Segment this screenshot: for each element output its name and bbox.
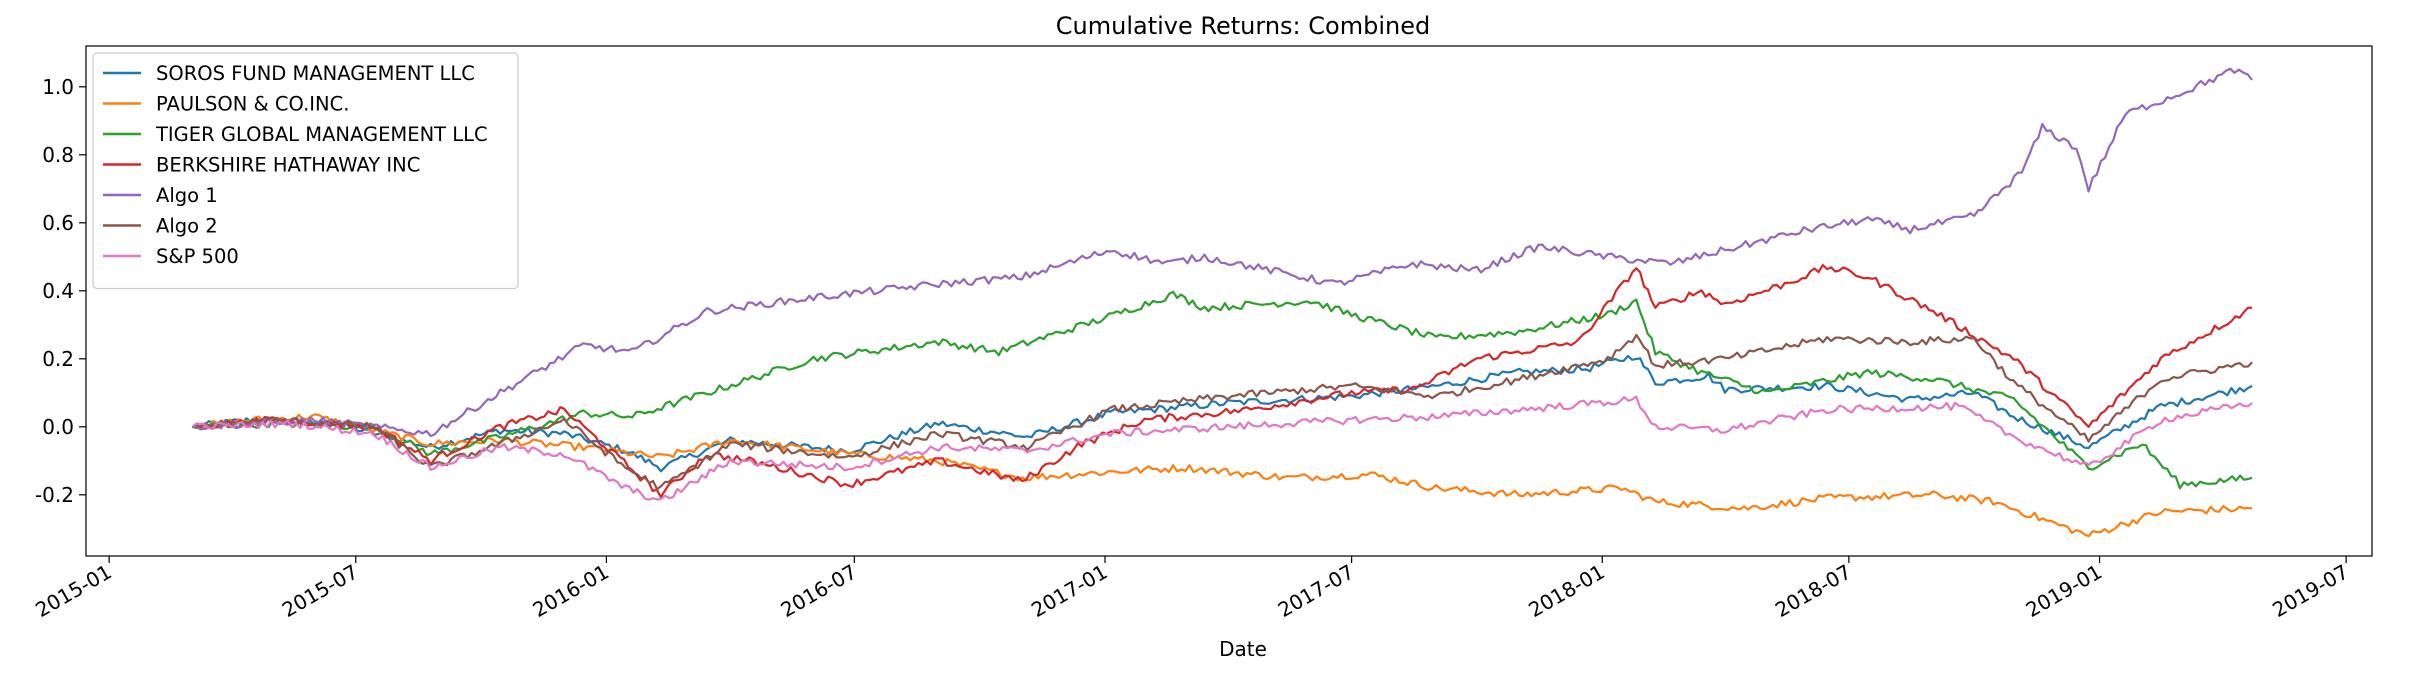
y-tick-label: -0.2	[35, 483, 74, 507]
plot-frame	[85, 45, 2373, 557]
series-line-7	[191, 395, 2253, 501]
series-line-2	[192, 413, 2253, 538]
x-tick-label: 2015-07	[278, 560, 362, 623]
legend-entry: BERKSHIRE HATHAWAY INC	[156, 154, 420, 177]
x-tick-label: 2018-07	[1771, 560, 1855, 623]
legend-entry: Algo 2	[156, 215, 218, 238]
y-tick-label: 1.0	[42, 75, 74, 99]
series-line-1	[191, 354, 2253, 473]
series-line-6	[191, 333, 2253, 491]
x-axis-title: Date	[1219, 637, 1267, 661]
y-tick-label: 0.6	[42, 211, 74, 235]
y-tick-label: 0.4	[42, 279, 74, 303]
legend-entry: S&P 500	[156, 245, 239, 268]
x-tick-label: 2016-07	[776, 560, 860, 623]
y-tick-label: 0.8	[42, 143, 74, 167]
x-axis: 2015-01 2015-07 2016-01 2016-07 2017-01 2017-…	[31, 556, 2353, 623]
x-tick-label: 2017-01	[1027, 560, 1111, 623]
legend-entry: SOROS FUND MANAGEMENT LLC	[156, 62, 475, 85]
legend: SOROS FUND MANAGEMENT LLC PAULSON & CO.IN…	[92, 52, 519, 290]
legend-entry: PAULSON & CO.INC.	[156, 93, 349, 116]
x-tick-label: 2018-01	[1524, 560, 1608, 623]
x-tick-label: 2019-01	[2022, 560, 2106, 623]
y-tick-label: 0.0	[42, 415, 74, 439]
x-tick-label: 2017-07	[1274, 560, 1358, 623]
x-tick-label: 2016-01	[529, 560, 613, 623]
series-line-3	[192, 290, 2253, 490]
legend-entry: TIGER GLOBAL MANAGEMENT LLC	[155, 123, 488, 146]
series-layer	[191, 67, 2253, 538]
chart-title: Cumulative Returns: Combined	[1056, 12, 1430, 40]
series-line-4	[191, 264, 2253, 499]
legend-entry: Algo 1	[156, 184, 218, 207]
series-line-5	[192, 67, 2253, 438]
legend-box	[92, 52, 519, 290]
y-tick-label: 0.2	[42, 347, 74, 371]
x-tick-label: 2015-01	[31, 560, 115, 623]
x-tick-label: 2019-07	[2268, 560, 2352, 623]
y-axis: -0.2 0.0 0.2 0.4 0.6 0.8 1.0	[35, 75, 86, 507]
